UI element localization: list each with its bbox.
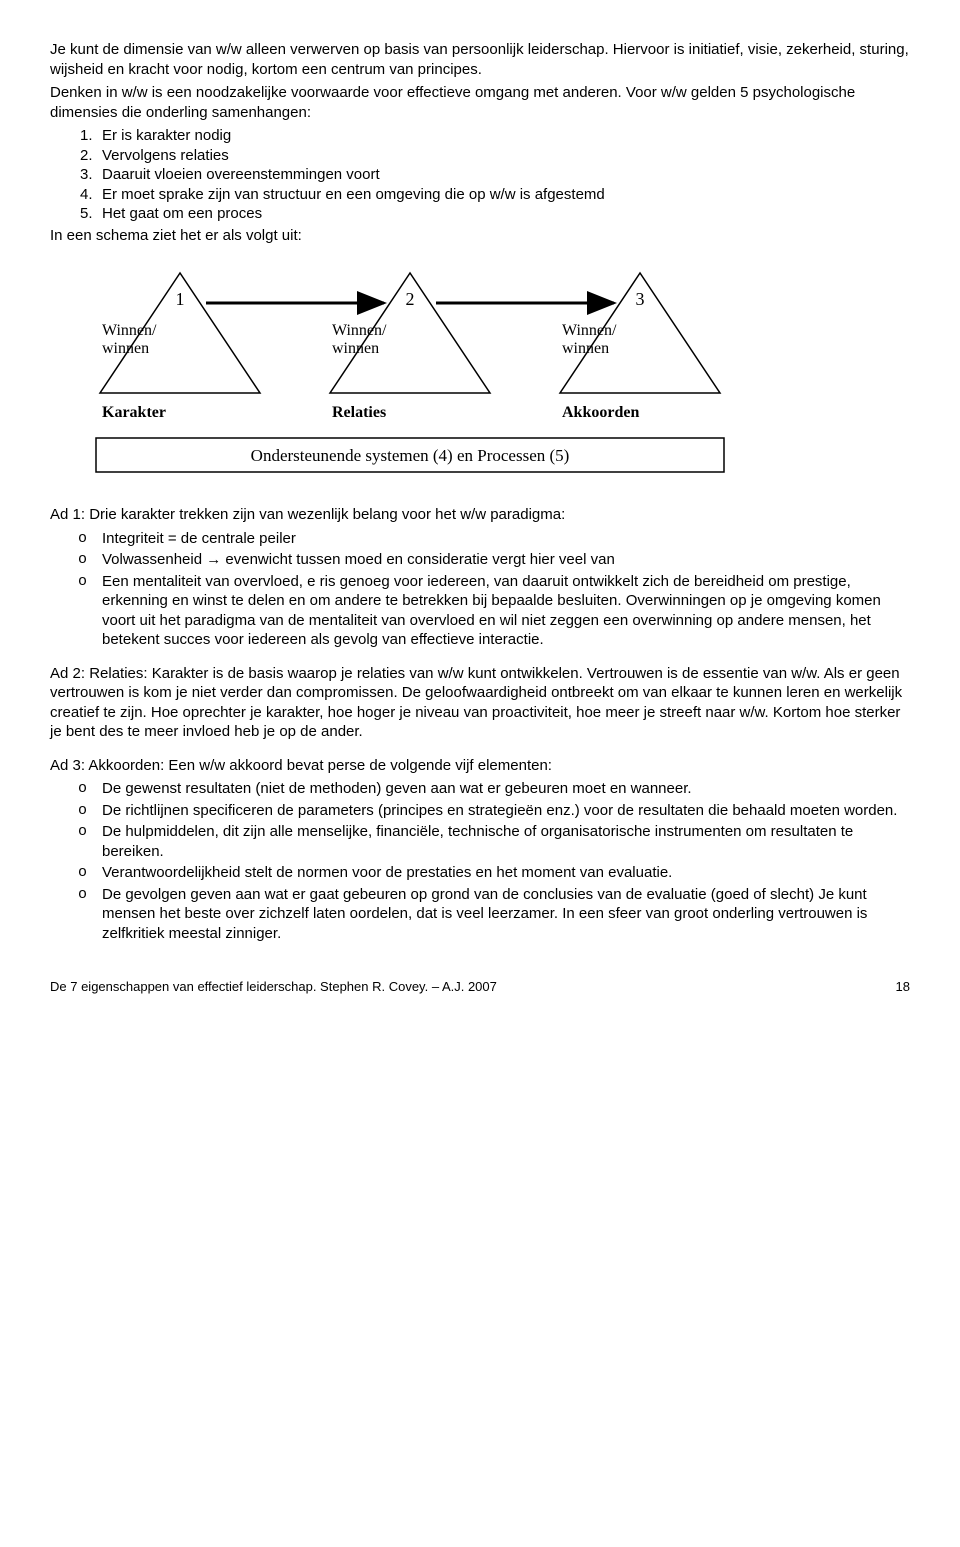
footer-left: De 7 eigenschappen van effectief leiders… <box>50 979 497 996</box>
ad3-section: Ad 3: Akkoorden: Een w/w akkoord bevat p… <box>50 756 910 944</box>
list-num: 2. <box>80 146 102 166</box>
list-text: Er moet sprake zijn van structuur en een… <box>102 185 605 205</box>
diagram-svg: 1 Winnen/winnen Karakter 2 Winnen/winnen Rela… <box>50 263 770 483</box>
svg-text:Winnen/: Winnen/ <box>562 322 617 339</box>
ad2-section: Ad 2: Relaties: Karakter is de basis waa… <box>50 664 910 742</box>
ad3-item: De gewenst resultaten (niet de methoden)… <box>102 779 910 799</box>
after-list-text: In een schema ziet het er als volgt uit: <box>50 226 910 246</box>
svg-text:winnen: winnen <box>562 340 609 357</box>
list-num: 4. <box>80 185 102 205</box>
dimensions-list: 1.Er is karakter nodig 2.Vervolgens rela… <box>80 126 910 224</box>
svg-text:Winnen/: Winnen/ <box>102 322 157 339</box>
ad1-item: Een mentaliteit van overvloed, e ris gen… <box>102 572 910 650</box>
list-text: Daaruit vloeien overeenstemmingen voort <box>102 165 380 185</box>
list-text: Het gaat om een proces <box>102 204 262 224</box>
list-text: Er is karakter nodig <box>102 126 231 146</box>
bullet-icon: o <box>78 801 102 821</box>
svg-text:winnen: winnen <box>102 340 149 357</box>
bullet-icon: o <box>78 779 102 799</box>
ad1-section: Ad 1: Drie karakter trekken zijn van wez… <box>50 505 910 650</box>
svg-text:Relaties: Relaties <box>332 404 386 421</box>
svg-text:1: 1 <box>176 289 185 309</box>
list-text: Vervolgens relaties <box>102 146 229 166</box>
ad2-text: Ad 2: Relaties: Karakter is de basis waa… <box>50 664 910 742</box>
bullet-icon: o <box>78 822 102 861</box>
intro-paragraph-1: Je kunt de dimensie van w/w alleen verwe… <box>50 40 910 79</box>
ad3-item: De richtlijnen specificeren de parameter… <box>102 801 910 821</box>
ad3-lead: Ad 3: Akkoorden: Een w/w akkoord bevat p… <box>50 756 910 776</box>
intro-paragraph-2: Denken in w/w is een noodzakelijke voorw… <box>50 83 910 122</box>
svg-text:winnen: winnen <box>332 340 379 357</box>
bullet-icon: o <box>78 529 102 549</box>
ad3-item: De hulpmiddelen, dit zijn alle menselijk… <box>102 822 910 861</box>
bullet-icon: o <box>78 863 102 883</box>
svg-text:3: 3 <box>636 289 645 309</box>
list-num: 3. <box>80 165 102 185</box>
ad1-item: Volwassenheid → evenwicht tussen moed en… <box>102 550 910 570</box>
list-num: 5. <box>80 204 102 224</box>
footer-page-number: 18 <box>896 979 910 996</box>
svg-text:Ondersteunende systemen (4) en: Ondersteunende systemen (4) en Processen… <box>251 446 570 465</box>
bullet-icon: o <box>78 885 102 944</box>
triangles-diagram: 1 Winnen/winnen Karakter 2 Winnen/winnen Rela… <box>50 263 910 483</box>
svg-text:Karakter: Karakter <box>102 404 166 421</box>
ad1-lead: Ad 1: Drie karakter trekken zijn van wez… <box>50 505 910 525</box>
svg-text:Winnen/: Winnen/ <box>332 322 387 339</box>
page-footer: De 7 eigenschappen van effectief leiders… <box>50 979 910 996</box>
bullet-icon: o <box>78 550 102 570</box>
list-num: 1. <box>80 126 102 146</box>
ad1-item: Integriteit = de centrale peiler <box>102 529 910 549</box>
ad3-item: Verantwoordelijkheid stelt de normen voo… <box>102 863 910 883</box>
ad3-item: De gevolgen geven aan wat er gaat gebeur… <box>102 885 910 944</box>
bullet-icon: o <box>78 572 102 650</box>
svg-text:2: 2 <box>406 289 415 309</box>
svg-text:Akkoorden: Akkoorden <box>562 404 639 421</box>
